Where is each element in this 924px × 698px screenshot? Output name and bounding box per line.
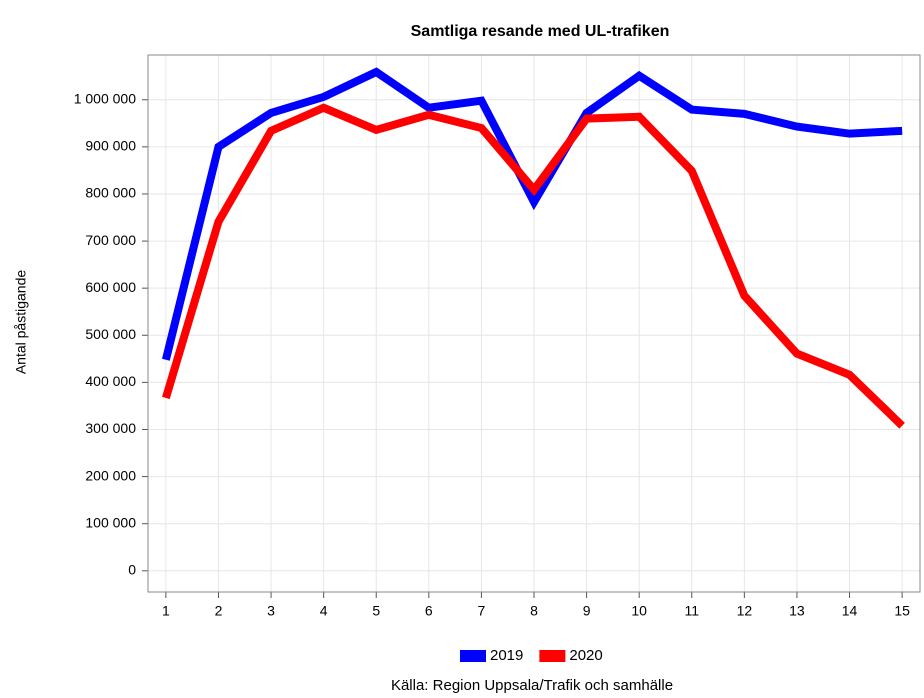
y-tick-label: 800 000	[85, 185, 136, 201]
x-tick-label: 10	[631, 603, 647, 619]
data-line	[161, 67, 903, 361]
x-tick-label: 11	[684, 603, 699, 619]
y-tick-label: 1 000 000	[74, 90, 136, 106]
x-tick-label: 7	[478, 603, 486, 619]
legend-swatch	[539, 650, 566, 662]
x-tick-label: 4	[320, 603, 328, 619]
x-tick-label: 1	[162, 603, 170, 619]
x-tick-label: 3	[267, 603, 275, 619]
x-tick-label: 2	[215, 603, 223, 619]
y-tick-label: 900 000	[85, 138, 136, 154]
x-tick-label: 12	[737, 603, 753, 619]
y-tick-label: 500 000	[85, 326, 136, 342]
chart-title: Samtliga resande med UL-trafiken	[411, 23, 670, 40]
data-line	[162, 103, 905, 429]
x-tick-label: 15	[894, 603, 910, 619]
legend-swatch	[460, 650, 486, 662]
x-tick-label: 9	[583, 603, 591, 619]
x-tick-label: 5	[372, 603, 380, 619]
legend-label: 2020	[569, 647, 602, 664]
y-tick-label: 100 000	[85, 514, 136, 530]
y-tick-label: 600 000	[85, 279, 136, 295]
y-tick-label: 300 000	[85, 420, 136, 436]
x-tick-label: 8	[530, 603, 538, 619]
y-tick-label: 0	[128, 562, 136, 578]
y-tick-label: 200 000	[85, 467, 136, 483]
source-note: Källa: Region Uppsala/Trafik och samhäll…	[391, 677, 673, 694]
y-tick-label: 400 000	[85, 373, 136, 389]
legend-label: 2019	[490, 647, 523, 664]
y-axis-label: Antal påstigande	[13, 270, 29, 375]
x-tick-label: 6	[425, 603, 433, 619]
y-tick-label: 700 000	[85, 232, 136, 248]
plot-frame	[147, 54, 921, 593]
x-tick-label: 14	[842, 603, 858, 619]
x-tick-label: 13	[789, 603, 805, 619]
